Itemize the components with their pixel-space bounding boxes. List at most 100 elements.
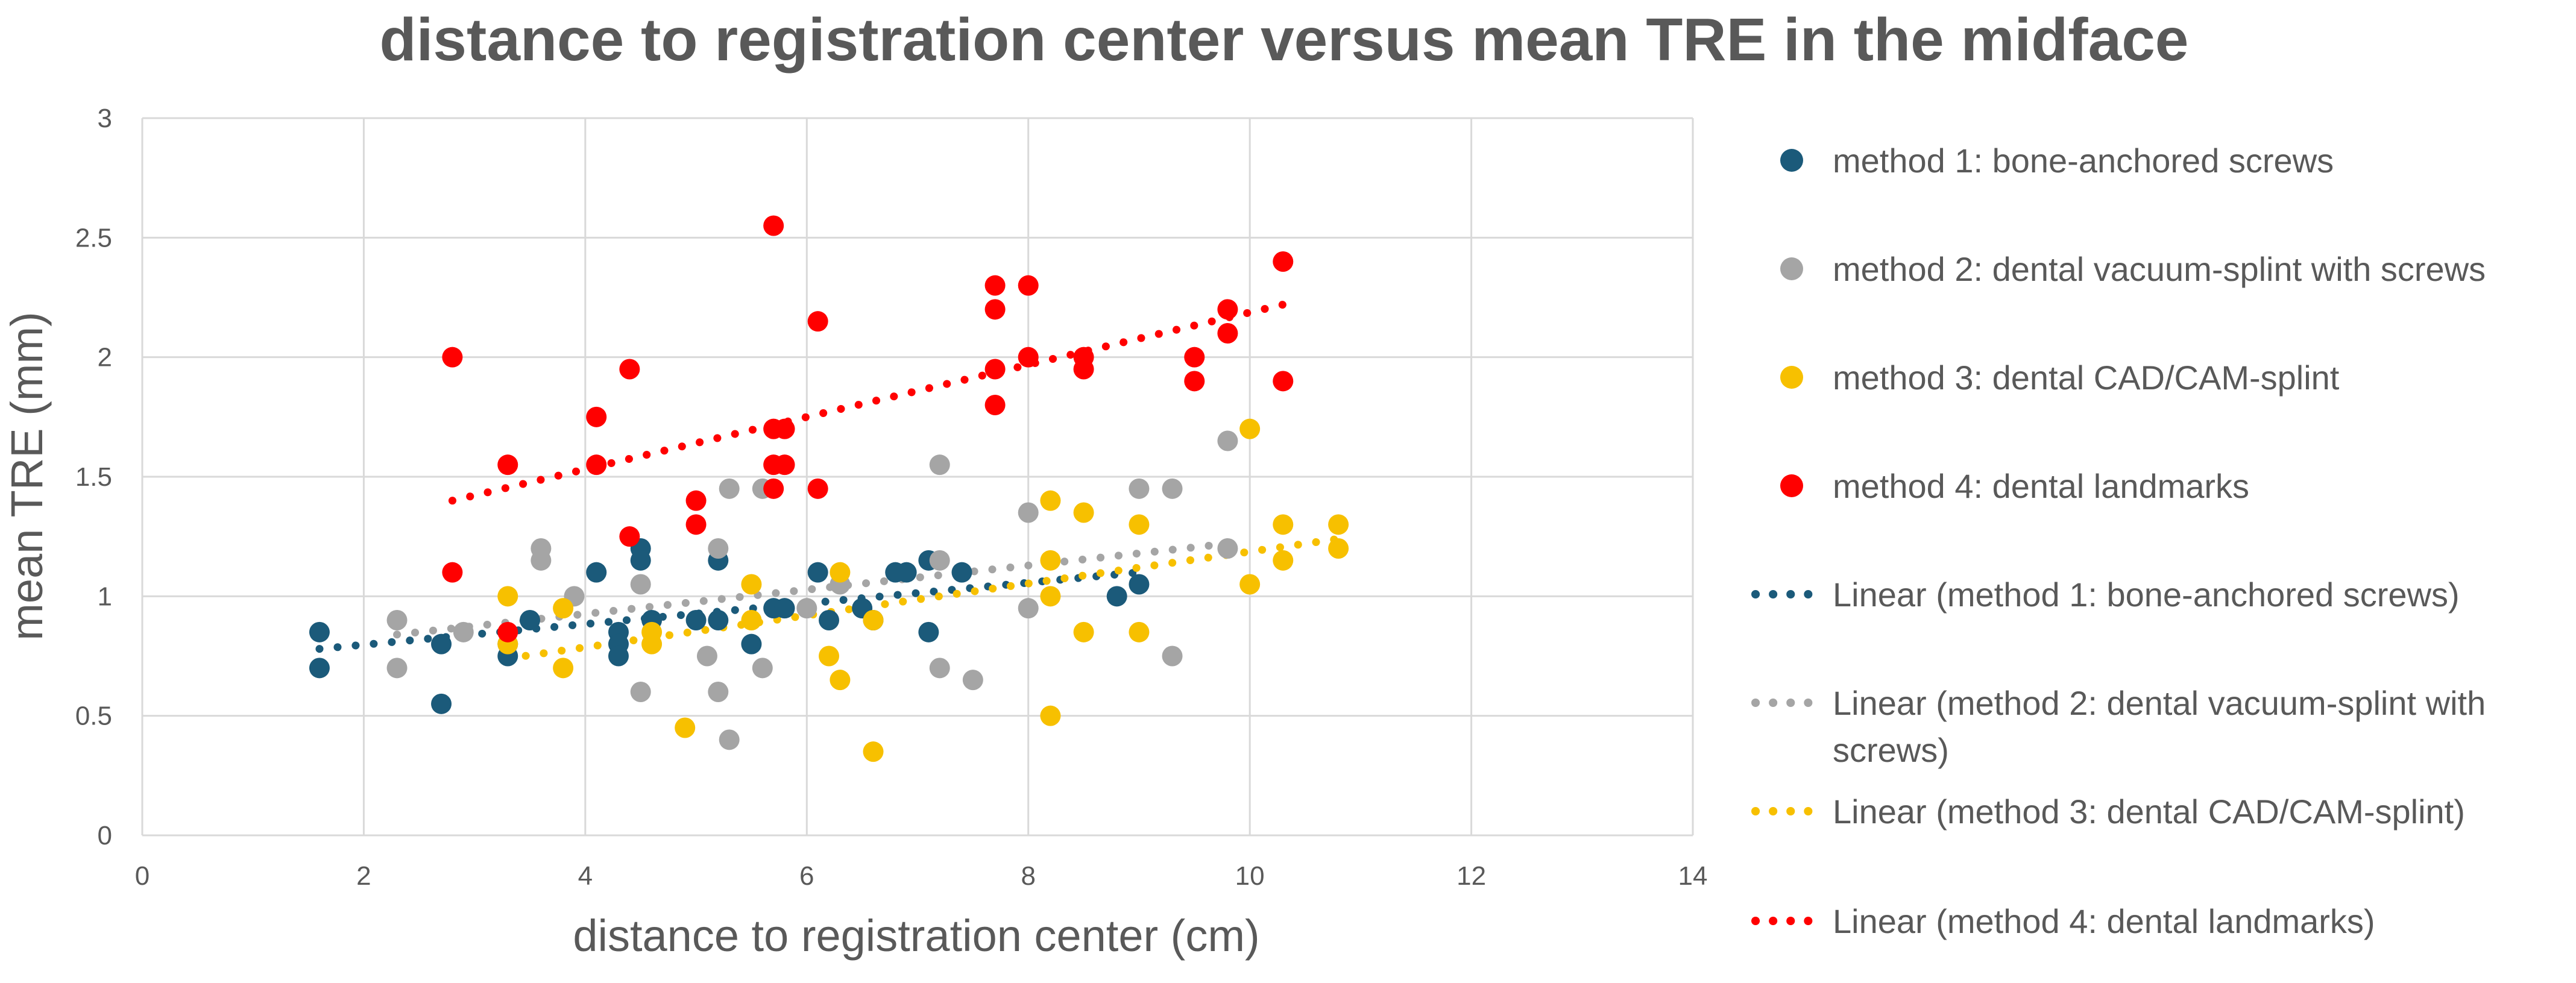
legend-label: method 2: dental vacuum-splint with scre…	[1833, 250, 2486, 288]
series-4-point	[1217, 323, 1238, 344]
series-1-point	[951, 562, 972, 583]
series-4-point	[497, 621, 518, 642]
series-2-point	[453, 621, 474, 642]
x-tick-label: 10	[1235, 861, 1265, 891]
series-3-point	[819, 645, 840, 667]
series-2-point	[752, 658, 773, 679]
series-1-point	[896, 562, 917, 583]
legend-label: Linear (method 2: dental vacuum-splint w…	[1833, 684, 2486, 722]
series-4-point	[1184, 371, 1205, 392]
series-2-point	[708, 682, 729, 702]
series-3-point	[553, 598, 574, 619]
series-3-point	[1040, 586, 1061, 607]
series-3-point	[1040, 490, 1061, 511]
legend-label: method 4: dental landmarks	[1833, 467, 2249, 505]
series-4-point	[763, 215, 784, 236]
series-4-point	[1273, 371, 1294, 392]
series-1-point	[309, 658, 330, 679]
series-4-point	[774, 454, 795, 476]
series-4-point	[1273, 251, 1294, 272]
series-2-point	[719, 729, 740, 750]
series-2-point	[962, 670, 983, 691]
series-3-point	[1073, 621, 1094, 642]
legend-label: screws)	[1833, 731, 1949, 769]
series-2-point	[531, 550, 552, 571]
series-2-point	[708, 538, 729, 559]
series-4-point	[685, 490, 707, 511]
series-1-point	[685, 610, 707, 630]
series-4-point	[1184, 347, 1205, 368]
series-4-point	[807, 311, 828, 332]
series-3-point	[1129, 621, 1150, 642]
series-3-point	[675, 717, 696, 738]
axis-ticks: 0 2 4 6 8 10 12 14 0 0.5 1 1.5 2 2.5 3	[75, 104, 1708, 891]
series-2-point	[630, 682, 651, 702]
series-1-point	[431, 693, 452, 714]
series-4-point	[984, 299, 1006, 320]
series-1-point	[774, 598, 795, 619]
series-4-point	[442, 562, 463, 583]
series-3-point	[1040, 705, 1061, 726]
series-2-point	[386, 658, 408, 679]
series-4-point	[619, 526, 640, 547]
series-4-point	[1217, 299, 1238, 320]
series-2-point	[386, 610, 408, 630]
series-4-point	[586, 454, 607, 476]
data-points	[309, 215, 1349, 762]
series-1-point	[819, 610, 840, 630]
series-3-point	[830, 670, 851, 691]
series-2-point	[929, 658, 950, 679]
y-tick-label: 0.5	[75, 702, 112, 731]
series-1-point	[431, 633, 452, 655]
series-4-point	[1073, 359, 1094, 380]
series-2-point	[1217, 430, 1238, 451]
legend-label: Linear (method 4: dental landmarks)	[1833, 902, 2375, 940]
x-tick-label: 0	[135, 861, 150, 891]
series-1-point	[608, 645, 629, 667]
y-tick-label: 2.5	[75, 223, 112, 253]
y-tick-label: 1	[98, 582, 112, 611]
series-3-point	[1328, 538, 1349, 559]
trendline	[393, 539, 1232, 639]
legend-label: Linear (method 1: bone-anchored screws)	[1833, 576, 2460, 614]
legend-marker	[1780, 474, 1803, 497]
series-3-point	[863, 741, 884, 762]
trendline	[315, 568, 1143, 653]
series-2-point	[929, 454, 950, 476]
series-4-point	[685, 514, 707, 535]
series-2-point	[1162, 645, 1183, 667]
series-2-point	[1162, 478, 1183, 499]
series-4-point	[497, 454, 518, 476]
series-2-point	[719, 478, 740, 499]
series-3-point	[1273, 514, 1294, 535]
legend-marker	[1780, 257, 1803, 280]
series-3-point	[1239, 418, 1261, 439]
series-4-point	[984, 275, 1006, 296]
x-tick-label: 6	[799, 861, 814, 891]
trendline	[503, 535, 1343, 662]
series-1-point	[1129, 574, 1150, 595]
y-tick-label: 0	[98, 821, 112, 850]
series-3-point	[1040, 550, 1061, 571]
series-1-point	[630, 550, 651, 571]
series-1-point	[807, 562, 828, 583]
series-4-point	[774, 418, 795, 439]
series-4-point	[442, 347, 463, 368]
series-3-point	[1129, 514, 1150, 535]
series-2-point	[696, 645, 717, 667]
series-1-point	[309, 621, 330, 642]
series-2-point	[929, 550, 950, 571]
series-1-point	[741, 633, 762, 655]
gridlines	[141, 117, 1694, 837]
x-tick-label: 4	[578, 861, 593, 891]
y-tick-label: 1.5	[75, 462, 112, 492]
series-2-point	[1129, 478, 1150, 499]
series-3-point	[1239, 574, 1261, 595]
x-tick-label: 2	[356, 861, 371, 891]
series-1-point	[586, 562, 607, 583]
x-tick-label: 12	[1456, 861, 1486, 891]
series-2-point	[1018, 502, 1039, 523]
series-1-point	[1106, 586, 1127, 607]
legend: method 1: bone-anchored screws method 2: …	[1751, 142, 2486, 940]
